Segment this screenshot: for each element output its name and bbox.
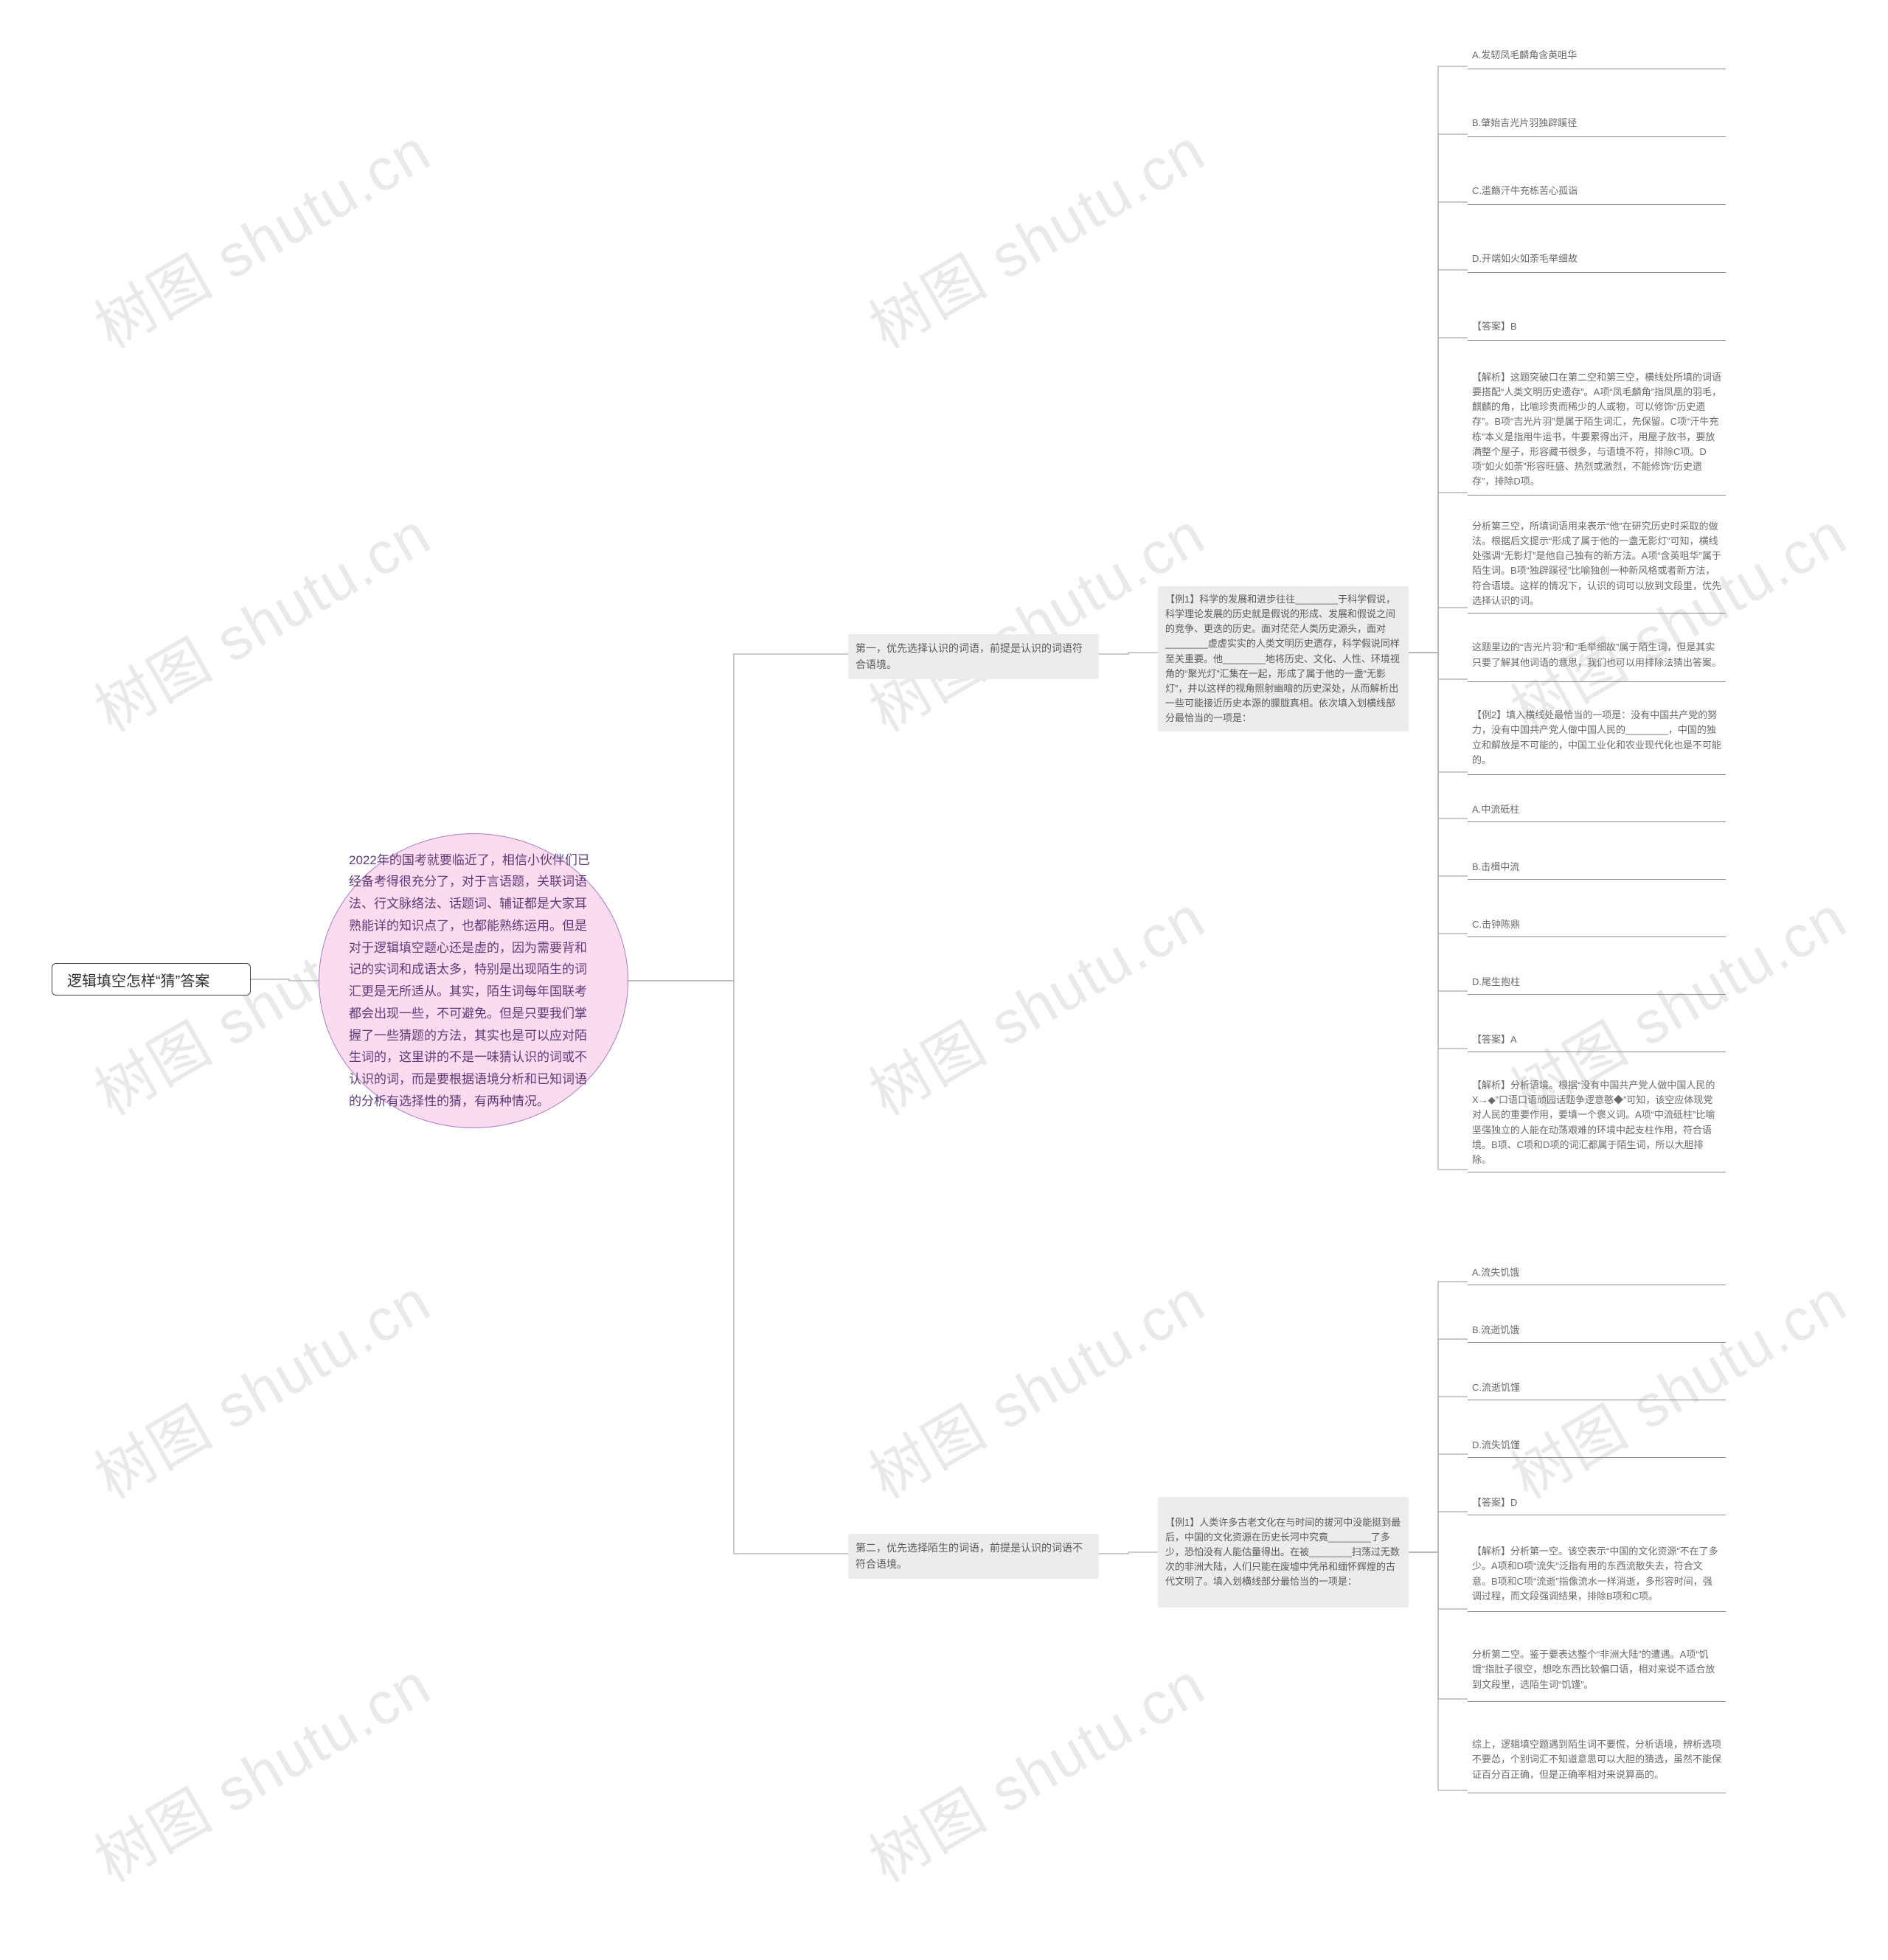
branch-node: 第二，优先选择陌生的词语，前提是认识的词语不符合语境。: [848, 1534, 1099, 1579]
leaf-node: 这题里边的“吉光片羽”和“毛举细故”属于陌生词，但是其实只要了解其他词语的意思，…: [1468, 630, 1726, 682]
mindmap-canvas: 树图 shutu.cn 树图 shutu.cn 树图 shutu.cn 树图 shut…: [0, 0, 1888, 1960]
root-node: 逻辑填空怎样“猜”答案: [52, 963, 251, 995]
leaf-node: A.中流砥柱: [1468, 799, 1726, 822]
leaf-node: 【答案】D: [1468, 1492, 1726, 1515]
watermark-text: 树图 shutu.cn: [77, 1254, 444, 1515]
leaf-node: A.发轫凤毛麟角含英咀华: [1468, 44, 1726, 69]
leaf-node: A.流失饥饿: [1468, 1262, 1726, 1285]
leaf-node: 【解析】这题突破口在第二空和第三空，横线处所填的词语要搭配“人类文明历史遗存”。…: [1468, 366, 1726, 496]
leaf-node: C.滥觞汗牛充栋苦心孤诣: [1468, 180, 1726, 205]
leaf-node: 分析第三空，所填词语用来表示“他”在研究历史时采取的做法。根据后文提示“形成了属…: [1468, 516, 1726, 614]
root-label: 逻辑填空怎样“猜”答案: [67, 969, 209, 990]
leaf-node: 【答案】A: [1468, 1029, 1726, 1052]
watermark-text: 树图 shutu.cn: [852, 1638, 1218, 1899]
description-node: 2022年的国考就要临近了，相信小伙伴们已经备考得很充分了，对于言语题，关联词语…: [319, 833, 628, 1128]
leaf-node: 【解析】分析第一空。该空表示“中国的文化资源”不在了多少。A项和D项“流失”泛指…: [1468, 1538, 1726, 1612]
watermark-text: 树图 shutu.cn: [852, 871, 1218, 1132]
branch-node: 第一，优先选择认识的词语，前提是认识的词语符合语境。: [848, 634, 1099, 679]
leaf-node: B.击楫中流: [1468, 857, 1726, 880]
leaf-node: D.尾生抱柱: [1468, 972, 1726, 995]
leaf-node: 综上，逻辑填空题遇到陌生词不要慌，分析语境，辨析选项不要怂，个别词汇不知道意思可…: [1468, 1728, 1726, 1793]
example-node: 【例1】人类许多古老文化在与时间的拔河中没能挺到最后，中国的文化资源在历史长河中…: [1158, 1497, 1409, 1608]
leaf-node: C.流逝饥馑: [1468, 1377, 1726, 1400]
leaf-node: 【例2】填入横线处最恰当的一项是：没有中国共产党的努力，没有中国共产党人做中国人…: [1468, 703, 1726, 775]
description-text: 2022年的国考就要临近了，相信小伙伴们已经备考得很充分了，对于言语题，关联词语…: [349, 849, 598, 1113]
leaf-node: 【答案】B: [1468, 316, 1726, 341]
watermark-text: 树图 shutu.cn: [852, 1254, 1218, 1515]
leaf-node: D.流失饥馑: [1468, 1435, 1726, 1458]
watermark-text: 树图 shutu.cn: [77, 104, 444, 365]
leaf-node: 【解析】分析语境。根据“没有中国共产党人做中国人民的X→◆”口语口语顽园话题争逻…: [1468, 1075, 1726, 1172]
leaf-node: B.流逝饥饿: [1468, 1320, 1726, 1343]
leaf-node: D.开端如火如荼毛举细故: [1468, 248, 1726, 273]
leaf-node: C.击钟陈鼎: [1468, 914, 1726, 937]
watermark-text: 树图 shutu.cn: [77, 487, 444, 748]
watermark-text: 树图 shutu.cn: [77, 1638, 444, 1899]
example-node: 【例1】科学的发展和进步往往________于科学假说，科学理论发展的历史就是假…: [1158, 586, 1409, 731]
watermark-text: 树图 shutu.cn: [852, 104, 1218, 365]
leaf-node: B.肇始吉光片羽独辟蹊径: [1468, 112, 1726, 137]
leaf-node: 分析第二空。鉴于要表达整个“非洲大陆”的遭遇。A项“饥饿”指肚子很空，想吃东西比…: [1468, 1640, 1726, 1702]
